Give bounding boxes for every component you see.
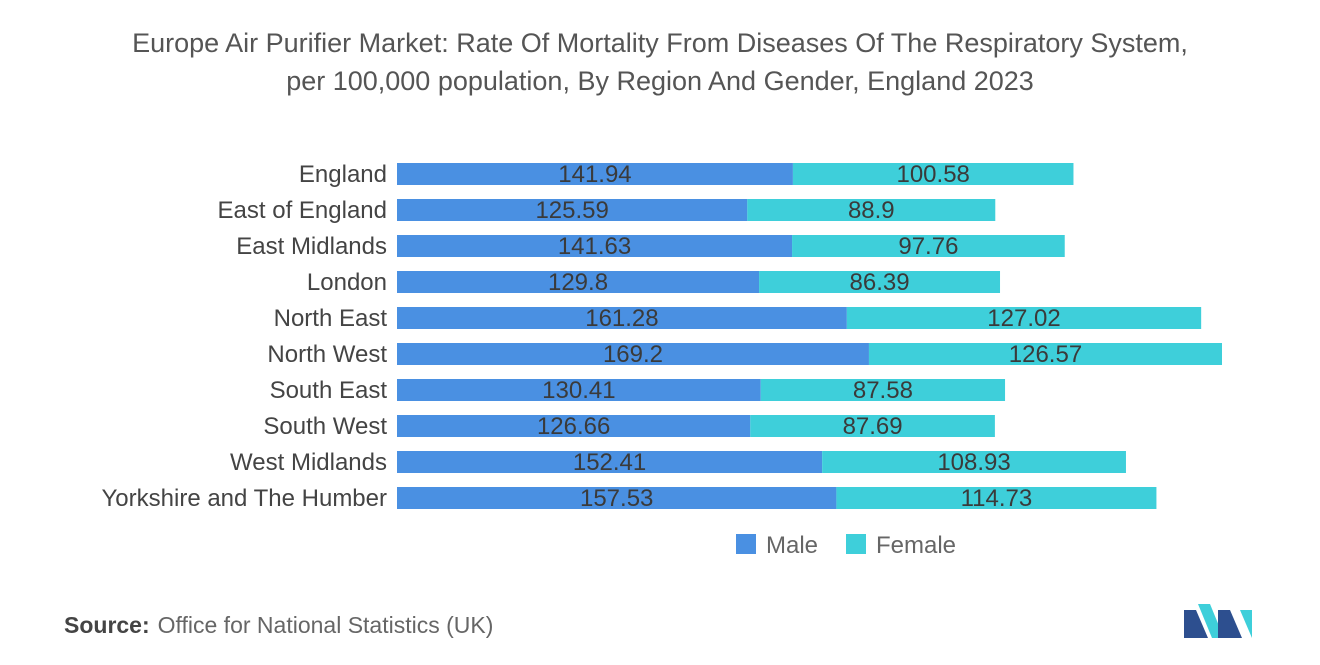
stacked-bar-chart: England 141.94 100.58 East of England 125.59… bbox=[102, 161, 1222, 559]
bar-male bbox=[397, 451, 823, 473]
category-label: North West bbox=[267, 341, 387, 368]
data-label-female: 108.93 bbox=[937, 449, 1010, 476]
data-label-female: 97.76 bbox=[898, 233, 958, 260]
category-label: South West bbox=[263, 413, 387, 440]
data-label-male: 161.28 bbox=[585, 305, 658, 332]
data-label-male: 130.41 bbox=[542, 377, 615, 404]
data-label-male: 169.2 bbox=[603, 341, 663, 368]
chart-title: Europe Air Purifier Market: Rate Of Mort… bbox=[0, 24, 1320, 100]
bar-female bbox=[750, 415, 995, 437]
bar-female bbox=[846, 307, 1202, 329]
category-label: England bbox=[299, 161, 387, 188]
data-label-male: 141.94 bbox=[558, 161, 631, 188]
legend-label-female: Female bbox=[876, 532, 956, 559]
data-label-female: 127.02 bbox=[987, 305, 1060, 332]
data-label-male: 125.59 bbox=[535, 197, 608, 224]
bar-female bbox=[792, 235, 1065, 257]
bar-female bbox=[836, 487, 1157, 509]
category-label: North East bbox=[274, 305, 388, 332]
bar-female bbox=[747, 199, 996, 221]
bar-male bbox=[397, 199, 748, 221]
category-label: East of England bbox=[218, 197, 387, 224]
category-label: East Midlands bbox=[236, 233, 387, 260]
bar-female bbox=[868, 343, 1222, 365]
bar-male bbox=[397, 163, 793, 185]
data-label-male: 126.66 bbox=[537, 413, 610, 440]
category-label: Yorkshire and The Humber bbox=[102, 485, 388, 512]
data-label-female: 114.73 bbox=[961, 485, 1033, 512]
data-label-female: 87.69 bbox=[843, 413, 903, 440]
bar-male bbox=[397, 343, 869, 365]
bar-female bbox=[822, 451, 1126, 473]
bar-male bbox=[397, 307, 847, 329]
data-label-male: 141.63 bbox=[558, 233, 631, 260]
legend-label-male: Male bbox=[766, 532, 818, 559]
data-label-female: 87.58 bbox=[853, 377, 913, 404]
bar-male bbox=[397, 487, 837, 509]
data-label-male: 129.8 bbox=[548, 269, 608, 296]
data-label-male: 157.53 bbox=[580, 485, 653, 512]
bar-male bbox=[397, 235, 793, 257]
legend-swatch-male bbox=[736, 534, 756, 554]
bar-male bbox=[397, 379, 761, 401]
source-text: Office for National Statistics (UK) bbox=[157, 612, 494, 638]
bar-female bbox=[760, 379, 1006, 401]
chart-title-line-1: Europe Air Purifier Market: Rate Of Mort… bbox=[132, 28, 1188, 58]
legend-swatch-female bbox=[846, 534, 866, 554]
data-label-female: 86.39 bbox=[850, 269, 910, 296]
data-label-male: 152.41 bbox=[573, 449, 646, 476]
bar-male bbox=[397, 271, 760, 293]
bar-male bbox=[397, 415, 751, 437]
source-label: Source: bbox=[64, 612, 150, 638]
category-label: West Midlands bbox=[230, 449, 387, 476]
chart-title-line-2: per 100,000 population, By Region And Ge… bbox=[286, 66, 1034, 96]
data-label-female: 126.57 bbox=[1009, 341, 1082, 368]
source-note: Source: Office for National Statistics (U… bbox=[64, 612, 493, 639]
data-label-female: 100.58 bbox=[896, 161, 969, 188]
bar-female bbox=[759, 271, 1001, 293]
category-label: London bbox=[307, 269, 387, 296]
category-label: South East bbox=[270, 377, 388, 404]
brand-logo-icon bbox=[1184, 604, 1252, 638]
data-label-female: 88.9 bbox=[848, 197, 895, 224]
bar-female bbox=[792, 163, 1074, 185]
